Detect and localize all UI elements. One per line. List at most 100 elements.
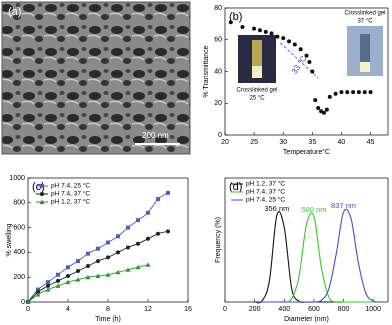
marker — [327, 94, 332, 99]
sem-image — [1, 1, 191, 155]
y-tick-label: 1000 — [9, 175, 25, 182]
marker — [252, 26, 257, 31]
marker — [35, 292, 41, 297]
marker — [106, 240, 110, 245]
marker — [146, 210, 150, 215]
marker — [156, 231, 160, 236]
marker — [106, 255, 110, 260]
y-tick-label: 0 — [218, 132, 222, 139]
x-tick-label: 35 — [308, 139, 316, 146]
marker — [65, 279, 71, 285]
y-tick-label: 400 — [13, 249, 25, 256]
marker — [321, 110, 326, 115]
marker — [145, 262, 151, 267]
x-tick-label: 16 — [184, 306, 192, 313]
x-tick-label: 8 — [106, 306, 110, 313]
marker — [66, 273, 70, 278]
panel-label: (a) — [8, 6, 21, 18]
inset-caption: 25 °C — [249, 96, 265, 102]
series-line — [254, 212, 381, 303]
y-tick-label: 600 — [13, 224, 25, 231]
inset-37 — [347, 26, 383, 76]
peak-label: 356 nm — [264, 204, 289, 213]
marker — [310, 69, 315, 74]
x-tick-label: 800 — [338, 306, 350, 313]
x-tick-label: 200 — [249, 306, 261, 313]
x-tick-label: 25 — [250, 139, 258, 146]
x-tick-label: 20 — [221, 139, 229, 146]
marker — [351, 90, 356, 95]
marker — [368, 90, 373, 95]
x-tick-label: 1000 — [365, 306, 381, 313]
marker — [275, 34, 280, 39]
inset-25 — [238, 35, 276, 83]
x-tick-label: 40 — [338, 139, 346, 146]
y-axis-label: % swelling — [6, 223, 13, 256]
marker — [45, 287, 51, 292]
y-tick-label: 0 — [21, 299, 25, 306]
y-axis-label: Frequency (%) — [215, 217, 222, 263]
marker — [116, 234, 120, 239]
marker — [36, 287, 40, 292]
marker — [46, 283, 50, 288]
legend-label: pH 1.2, 37 °C — [246, 180, 285, 188]
x-axis-label: Diameter (nm) — [284, 316, 329, 323]
y-tick-label: 200 — [13, 274, 25, 281]
marker — [269, 31, 274, 36]
marker — [115, 269, 121, 275]
x-axis-label: Temperature°C — [283, 148, 330, 156]
y-tick-label: 40 — [214, 68, 222, 75]
panel-label: (c) — [32, 181, 45, 193]
series-line — [254, 208, 381, 303]
marker — [313, 98, 318, 103]
peak-label: 837 nm — [331, 201, 356, 210]
marker — [126, 245, 130, 250]
marker — [287, 39, 292, 44]
x-axis-label: Time (h) — [95, 316, 121, 323]
marker — [136, 241, 140, 246]
x-tick-label: 30 — [279, 139, 287, 146]
marker — [95, 273, 101, 278]
marker — [339, 90, 344, 95]
marker — [96, 246, 100, 251]
marker — [40, 192, 44, 196]
inset-caption: Crosslinked gel — [236, 88, 277, 94]
panel-label: (d) — [229, 181, 242, 193]
legend-label: pH 7.4, 25 °C — [246, 196, 285, 204]
marker — [307, 59, 312, 64]
marker — [166, 190, 170, 195]
series-line — [254, 211, 381, 304]
marker — [298, 47, 303, 52]
marker — [166, 229, 170, 234]
marker — [46, 280, 50, 285]
marker — [146, 236, 150, 241]
x-tick-label: 12 — [144, 306, 152, 313]
peak-label: 580 nm — [301, 205, 326, 214]
marker — [76, 259, 80, 264]
y-tick-label: 20 — [214, 100, 222, 107]
marker — [324, 107, 329, 112]
panel-label: (b) — [229, 11, 242, 23]
marker — [86, 251, 90, 256]
marker — [356, 90, 361, 95]
marker — [304, 53, 309, 58]
marker — [316, 106, 321, 111]
scale-bar-label: 200 nm — [142, 131, 169, 140]
marker — [135, 264, 141, 270]
marker — [116, 250, 120, 255]
y-tick-label: 80 — [214, 5, 222, 12]
legend-label: pH 7.4, 25 °C — [51, 182, 90, 190]
inset-caption: 37 °C — [357, 19, 373, 25]
y-tick-label: 800 — [13, 200, 25, 207]
marker — [263, 29, 268, 34]
legend-label: pH 7.4, 37 °C — [246, 188, 285, 196]
y-axis-label: % Transmittance — [203, 45, 210, 97]
marker — [86, 264, 90, 269]
marker — [85, 274, 91, 280]
marker — [96, 259, 100, 264]
y-tick-label: 60 — [214, 37, 222, 44]
marker — [39, 199, 45, 204]
x-tick-label: 600 — [308, 306, 320, 313]
inset-caption: Crosslinked gel — [344, 11, 385, 17]
